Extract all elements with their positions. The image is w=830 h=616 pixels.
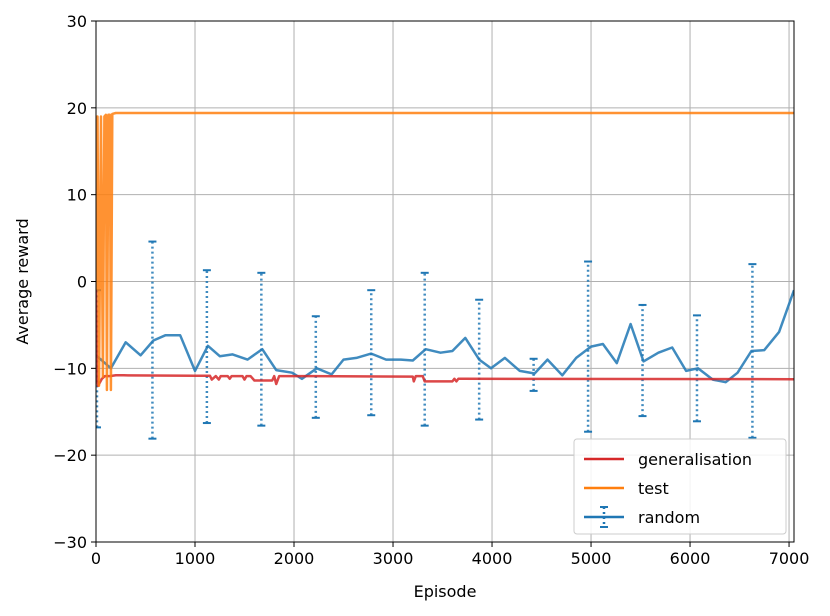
y-tick-label: −10	[53, 359, 87, 378]
x-tick-label: 2000	[274, 549, 315, 568]
grid	[95, 20, 794, 543]
y-tick-label: 10	[67, 186, 87, 205]
y-tick-label: 30	[67, 12, 87, 31]
x-tick-label: 6000	[670, 549, 711, 568]
y-tick-label: −30	[53, 533, 87, 552]
y-axis-label: Average reward	[13, 218, 32, 344]
y-tick-label: 20	[67, 99, 87, 118]
x-tick-label: 0	[91, 549, 101, 568]
series-line-random	[96, 289, 794, 384]
x-tick-label: 7000	[769, 549, 810, 568]
legend-label-test: test	[638, 479, 669, 498]
y-tick-label: 0	[77, 273, 87, 292]
series-test	[96, 111, 794, 392]
x-tick-label: 4000	[472, 549, 513, 568]
series-layer	[96, 111, 794, 440]
series-random	[96, 240, 794, 440]
legend-label-random: random	[638, 508, 700, 527]
legend-box	[573, 438, 787, 535]
legend-label-generalisation: generalisation	[638, 450, 752, 469]
x-tick-label: 1000	[175, 549, 216, 568]
series-line-generalisation	[96, 290, 794, 387]
x-tick-label: 5000	[571, 549, 612, 568]
legend: generalisation test random	[573, 438, 787, 535]
x-tick-label: 3000	[373, 549, 414, 568]
series-line-test	[96, 111, 794, 392]
ticks: 0 1000 2000 3000 4000 5000 6000 7000 −30 −20 −10 0 1…	[53, 12, 809, 568]
y-tick-label: −20	[53, 446, 87, 465]
x-axis-label: Episode	[414, 582, 477, 601]
series-generalisation	[96, 290, 794, 387]
